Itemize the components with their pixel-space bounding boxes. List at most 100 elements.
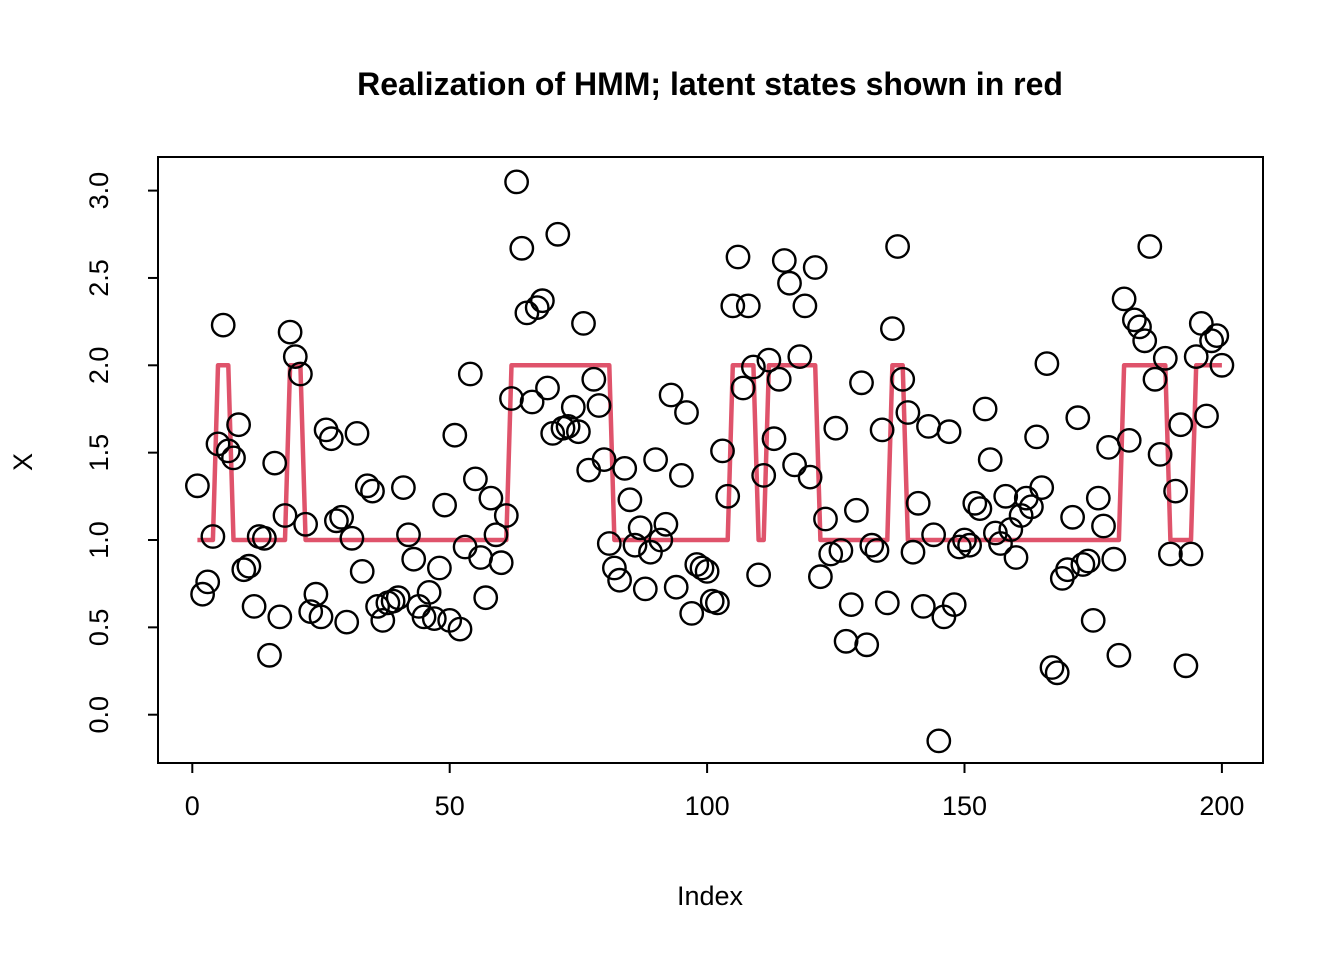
data-point — [823, 415, 849, 441]
data-point — [1137, 234, 1163, 259]
data-point — [710, 438, 735, 464]
data-point — [318, 426, 344, 452]
y-axis-label: X — [8, 453, 38, 471]
data-point — [1178, 541, 1204, 567]
data-point — [813, 506, 838, 532]
data-point — [756, 347, 782, 373]
data-point — [530, 288, 555, 314]
data-point — [952, 527, 977, 553]
data-point — [1044, 660, 1070, 686]
data-point — [674, 400, 699, 425]
data-point — [339, 525, 365, 551]
data-point — [607, 567, 632, 593]
data-point — [545, 221, 571, 247]
data-point — [360, 478, 385, 504]
data-point — [504, 169, 529, 195]
data-point — [354, 473, 380, 499]
data-point — [190, 581, 216, 607]
x-tick-label: 50 — [435, 791, 465, 821]
data-point — [380, 588, 406, 614]
data-point — [468, 545, 493, 570]
data-point — [787, 344, 813, 369]
data-point — [910, 594, 936, 619]
data-point — [859, 532, 885, 558]
data-point — [210, 312, 236, 338]
data-point — [277, 319, 303, 345]
data-point — [349, 559, 375, 584]
y-tick-label: 3.0 — [84, 172, 114, 210]
data-point — [462, 466, 488, 492]
plot-border — [157, 156, 1264, 764]
data-layer — [184, 169, 1235, 754]
data-point — [1060, 504, 1086, 530]
data-point — [535, 375, 560, 401]
data-point — [560, 394, 586, 420]
data-point — [947, 534, 972, 560]
data-point — [251, 525, 277, 551]
data-point — [1024, 424, 1050, 450]
data-point — [833, 628, 859, 654]
data-point — [916, 413, 941, 439]
data-point — [869, 417, 895, 443]
data-point — [1116, 427, 1142, 453]
data-point — [1070, 552, 1096, 577]
data-point — [885, 234, 910, 259]
data-point — [226, 412, 252, 438]
data-point — [679, 601, 705, 626]
data-point — [849, 370, 874, 396]
data-point — [993, 483, 1019, 509]
data-point — [1204, 323, 1230, 348]
data-point — [231, 557, 257, 583]
data-point — [334, 609, 360, 635]
data-point — [576, 457, 602, 483]
data-point — [890, 366, 916, 392]
data-point — [1085, 485, 1111, 511]
data-point — [416, 580, 442, 605]
data-point — [1132, 328, 1158, 354]
data-point — [426, 555, 452, 581]
data-point — [1055, 557, 1080, 583]
data-point — [329, 504, 354, 530]
data-point — [478, 485, 504, 511]
data-point — [221, 445, 246, 471]
data-point — [344, 420, 370, 446]
data-point — [1065, 405, 1091, 431]
data-point — [854, 632, 880, 658]
data-point — [1152, 345, 1178, 371]
data-point — [880, 316, 905, 341]
data-point — [267, 604, 293, 630]
data-point — [293, 511, 318, 537]
data-point — [1158, 541, 1183, 567]
data-point — [926, 728, 952, 754]
axes-layer: 0 50 100 150 200 0.0 0.5 1.0 1.5 2.0 2.5 3.0 — [84, 156, 1264, 821]
data-point — [802, 255, 828, 280]
data-point — [782, 452, 807, 478]
x-tick-label: 0 — [185, 791, 200, 821]
y-tick-label: 0.0 — [84, 696, 114, 734]
data-point — [519, 389, 545, 415]
data-point — [488, 550, 514, 576]
data-point — [1194, 403, 1219, 429]
data-point — [967, 496, 993, 521]
data-point — [509, 235, 535, 261]
data-point — [421, 606, 447, 631]
data-point — [473, 585, 499, 611]
data-point — [272, 503, 298, 528]
data-point — [1163, 478, 1189, 504]
data-point — [741, 354, 766, 380]
data-point — [308, 604, 334, 630]
data-point — [390, 475, 416, 500]
data-point — [1075, 548, 1101, 574]
data-point — [257, 642, 282, 668]
y-tick-label: 1.0 — [84, 521, 114, 559]
data-point — [1142, 366, 1168, 392]
data-point — [977, 447, 1003, 472]
data-point — [648, 527, 674, 553]
data-point — [396, 522, 421, 548]
data-point — [957, 532, 982, 558]
data-point — [493, 503, 519, 528]
y-tick-label: 1.5 — [84, 434, 114, 472]
data-point — [287, 361, 313, 387]
data-point — [715, 483, 741, 509]
